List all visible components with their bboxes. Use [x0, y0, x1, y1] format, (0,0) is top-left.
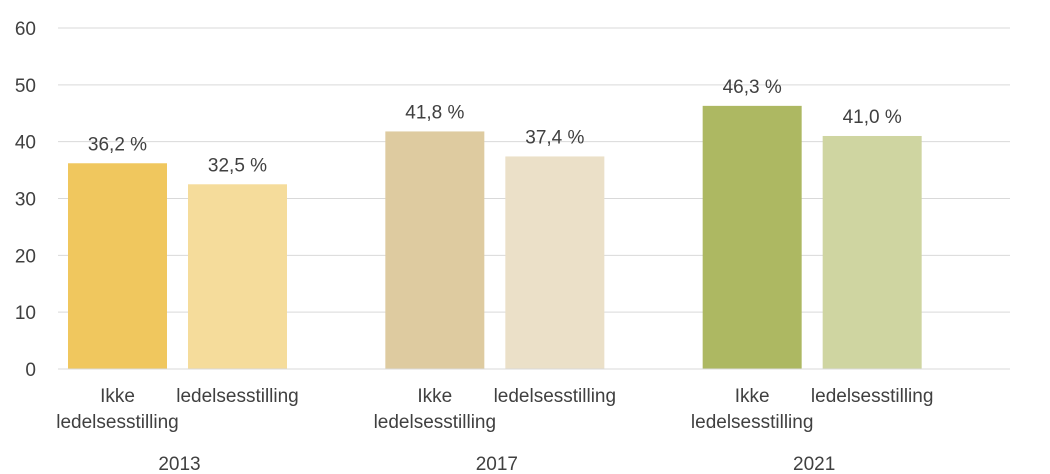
y-tick-label: 10 — [15, 303, 36, 324]
category-label: Ikke — [417, 386, 452, 407]
y-tick-label: 50 — [15, 76, 36, 97]
data-label: 37,4 % — [525, 127, 584, 148]
category-label: ledelsesstilling — [811, 386, 934, 407]
data-label: 36,2 % — [88, 134, 147, 155]
bar — [505, 156, 605, 369]
data-label: 41,8 % — [405, 102, 464, 123]
bar — [822, 135, 922, 369]
y-tick-label: 60 — [15, 19, 36, 40]
data-label: 41,0 % — [843, 107, 902, 128]
y-tick-label: 40 — [15, 133, 36, 154]
bar — [68, 163, 167, 369]
bar — [702, 105, 802, 369]
data-label: 46,3 % — [723, 77, 782, 98]
category-label: Ikke — [735, 386, 770, 407]
data-label: 32,5 % — [208, 155, 267, 176]
category-label: ledelsesstilling — [691, 412, 814, 433]
y-tick-label: 0 — [25, 360, 36, 381]
group-label: 2013 — [158, 454, 200, 474]
category-label: ledelsesstilling — [176, 386, 299, 407]
category-label: Ikke — [100, 386, 135, 407]
category-label: ledelsesstilling — [494, 386, 617, 407]
y-tick-label: 20 — [15, 246, 36, 267]
category-label: ledelsesstilling — [56, 412, 179, 433]
bar — [385, 131, 485, 369]
bar — [188, 184, 287, 369]
group-label: 2017 — [476, 454, 518, 474]
category-label: ledelsesstilling — [374, 412, 497, 433]
y-tick-label: 30 — [15, 190, 36, 211]
group-label: 2021 — [793, 454, 835, 474]
